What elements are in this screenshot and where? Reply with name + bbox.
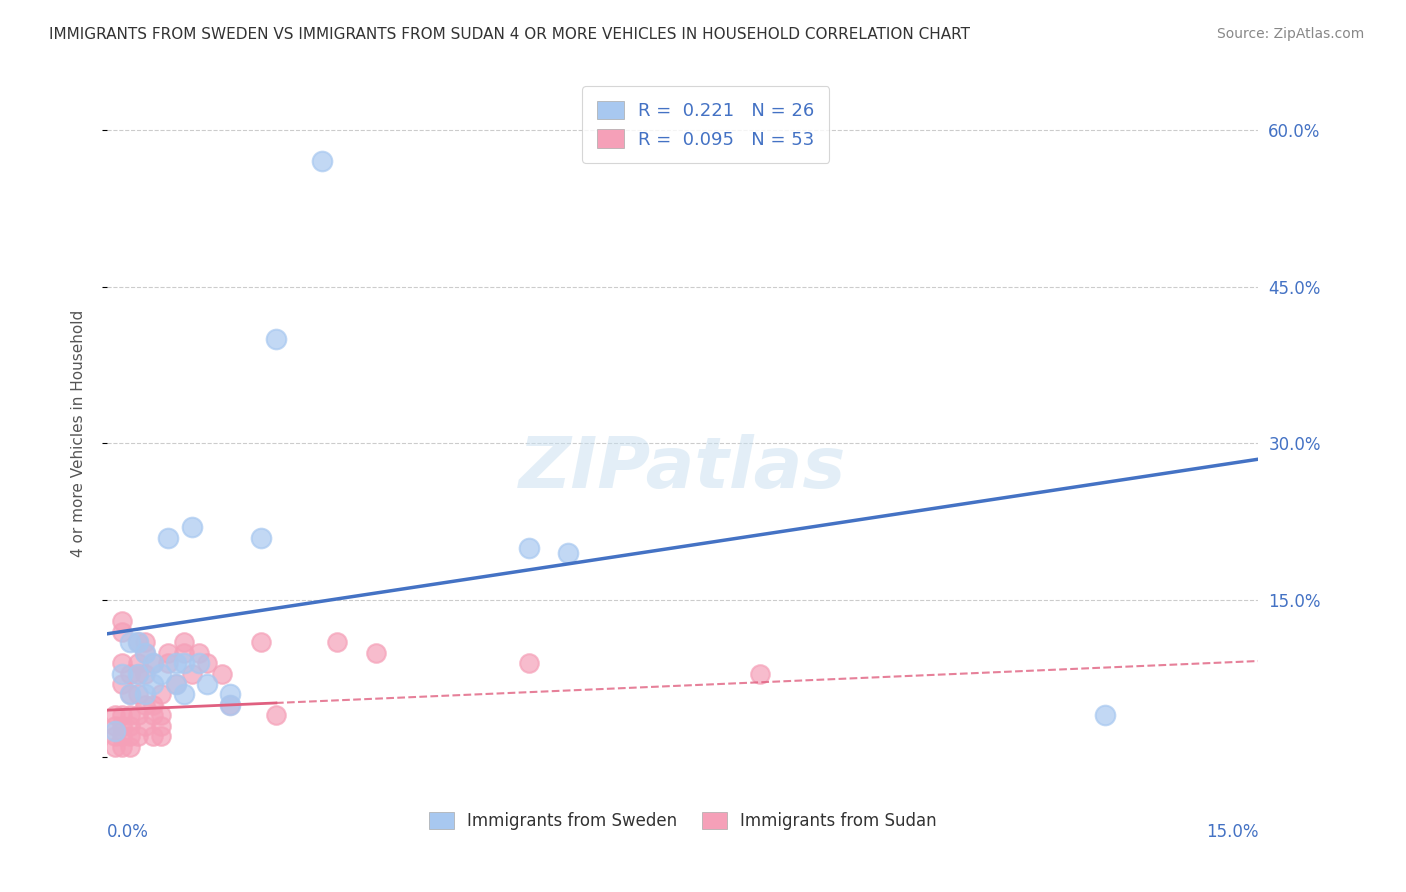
Point (104, 739, 127, 754)
Point (127, 729, 149, 743)
Point (264, 332, 287, 346)
Text: ZIPatlas: ZIPatlas (519, 434, 846, 503)
Text: IMMIGRANTS FROM SWEDEN VS IMMIGRANTS FROM SUDAN 4 OR MORE VEHICLES IN HOUSEHOLD : IMMIGRANTS FROM SWEDEN VS IMMIGRANTS FRO… (49, 27, 970, 42)
Point (134, 688, 156, 702)
Point (195, 677, 218, 691)
Point (748, 666, 770, 681)
Point (264, 708, 287, 723)
Point (219, 688, 242, 702)
Point (127, 656, 149, 670)
Point (180, 520, 202, 534)
Point (142, 729, 165, 743)
Point (219, 698, 242, 712)
Point (127, 635, 149, 649)
Point (120, 719, 142, 733)
Point (249, 635, 271, 649)
Point (157, 531, 180, 545)
Y-axis label: 4 or more Vehicles in Household: 4 or more Vehicles in Household (72, 310, 86, 557)
Point (120, 635, 142, 649)
Point (120, 688, 142, 702)
Legend: Immigrants from Sweden, Immigrants from Sudan: Immigrants from Sweden, Immigrants from … (422, 805, 943, 838)
Point (165, 656, 187, 670)
Point (326, 635, 349, 649)
Point (127, 688, 149, 702)
Point (188, 646, 211, 660)
Point (120, 688, 142, 702)
Point (157, 656, 180, 670)
Point (111, 677, 134, 691)
Point (188, 656, 211, 670)
Point (142, 656, 165, 670)
Point (111, 719, 134, 733)
Point (142, 708, 165, 723)
Point (173, 688, 195, 702)
Point (149, 729, 172, 743)
Point (111, 614, 134, 628)
Point (134, 719, 156, 733)
Point (127, 666, 149, 681)
Point (111, 739, 134, 754)
Point (1094, 708, 1116, 723)
Point (134, 666, 156, 681)
Point (173, 646, 195, 660)
Point (211, 666, 233, 681)
Point (142, 677, 165, 691)
Point (134, 646, 156, 660)
Point (517, 656, 540, 670)
Point (517, 541, 540, 555)
Point (111, 624, 134, 639)
Point (173, 656, 195, 670)
Point (104, 719, 127, 733)
Point (195, 656, 218, 670)
Point (111, 708, 134, 723)
Point (180, 666, 202, 681)
Point (104, 729, 127, 743)
Point (127, 635, 149, 649)
Point (120, 708, 142, 723)
Point (142, 698, 165, 712)
Text: 15.0%: 15.0% (1206, 823, 1258, 841)
Text: 0.0%: 0.0% (107, 823, 149, 841)
Point (149, 666, 172, 681)
Point (173, 635, 195, 649)
Point (142, 656, 165, 670)
Text: Source: ZipAtlas.com: Source: ZipAtlas.com (1216, 27, 1364, 41)
Point (165, 677, 187, 691)
Point (111, 656, 134, 670)
Point (557, 546, 579, 560)
Point (157, 646, 180, 660)
Point (120, 666, 142, 681)
Point (149, 688, 172, 702)
Point (165, 677, 187, 691)
Point (134, 635, 156, 649)
Point (127, 708, 149, 723)
Point (134, 698, 156, 712)
Point (249, 531, 271, 545)
Point (311, 154, 333, 169)
Point (149, 708, 172, 723)
Point (149, 719, 172, 733)
Point (120, 729, 142, 743)
Point (219, 698, 242, 712)
Point (111, 729, 134, 743)
Point (104, 708, 127, 723)
Point (127, 666, 149, 681)
Point (364, 646, 387, 660)
Point (120, 739, 142, 754)
Point (104, 724, 127, 739)
Point (134, 646, 156, 660)
Point (111, 666, 134, 681)
